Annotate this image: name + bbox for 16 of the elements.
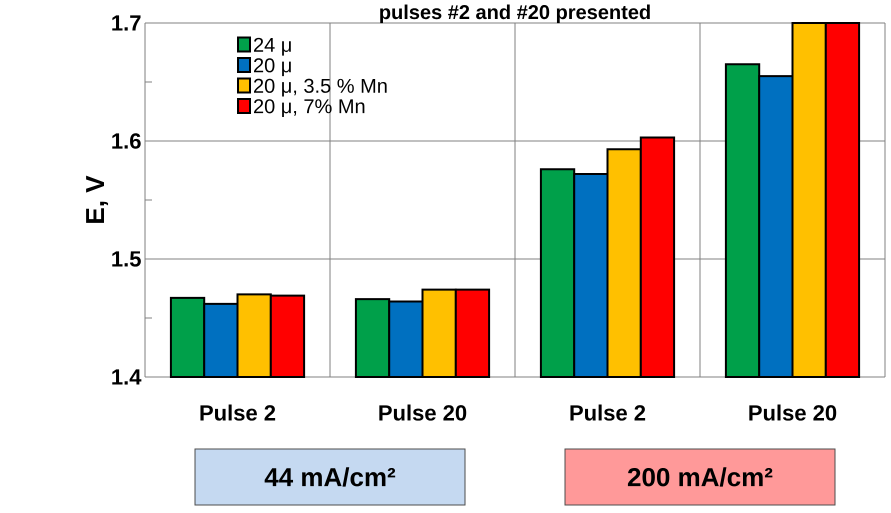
x-tick-label: Pulse 2 <box>570 404 646 421</box>
x-tick-label: Pulse 20 <box>379 404 466 421</box>
text: 200 mA/cm² <box>628 467 772 487</box>
y-tick-label: 1.7 <box>112 15 141 31</box>
text: 44 mA/cm² <box>264 467 396 487</box>
y-tick-label: 1.4 <box>112 369 142 385</box>
y-axis-title: E, V <box>86 176 108 223</box>
y-tick-label: 1.5 <box>112 251 141 267</box>
chart-title: pulses #2 and #20 presented <box>380 4 650 24</box>
x-tick-label: Pulse 2 <box>200 404 276 421</box>
legend-label: 24 μ <box>254 38 291 56</box>
legend-label: 20 μ <box>254 58 291 76</box>
x-tick-label: Pulse 20 <box>749 404 836 421</box>
legend-label: 20 μ, 7% Mn <box>254 99 364 118</box>
y-tick-label: 1.6 <box>112 133 141 149</box>
legend-label: 20 μ, 3.5 % Mn <box>254 78 387 97</box>
